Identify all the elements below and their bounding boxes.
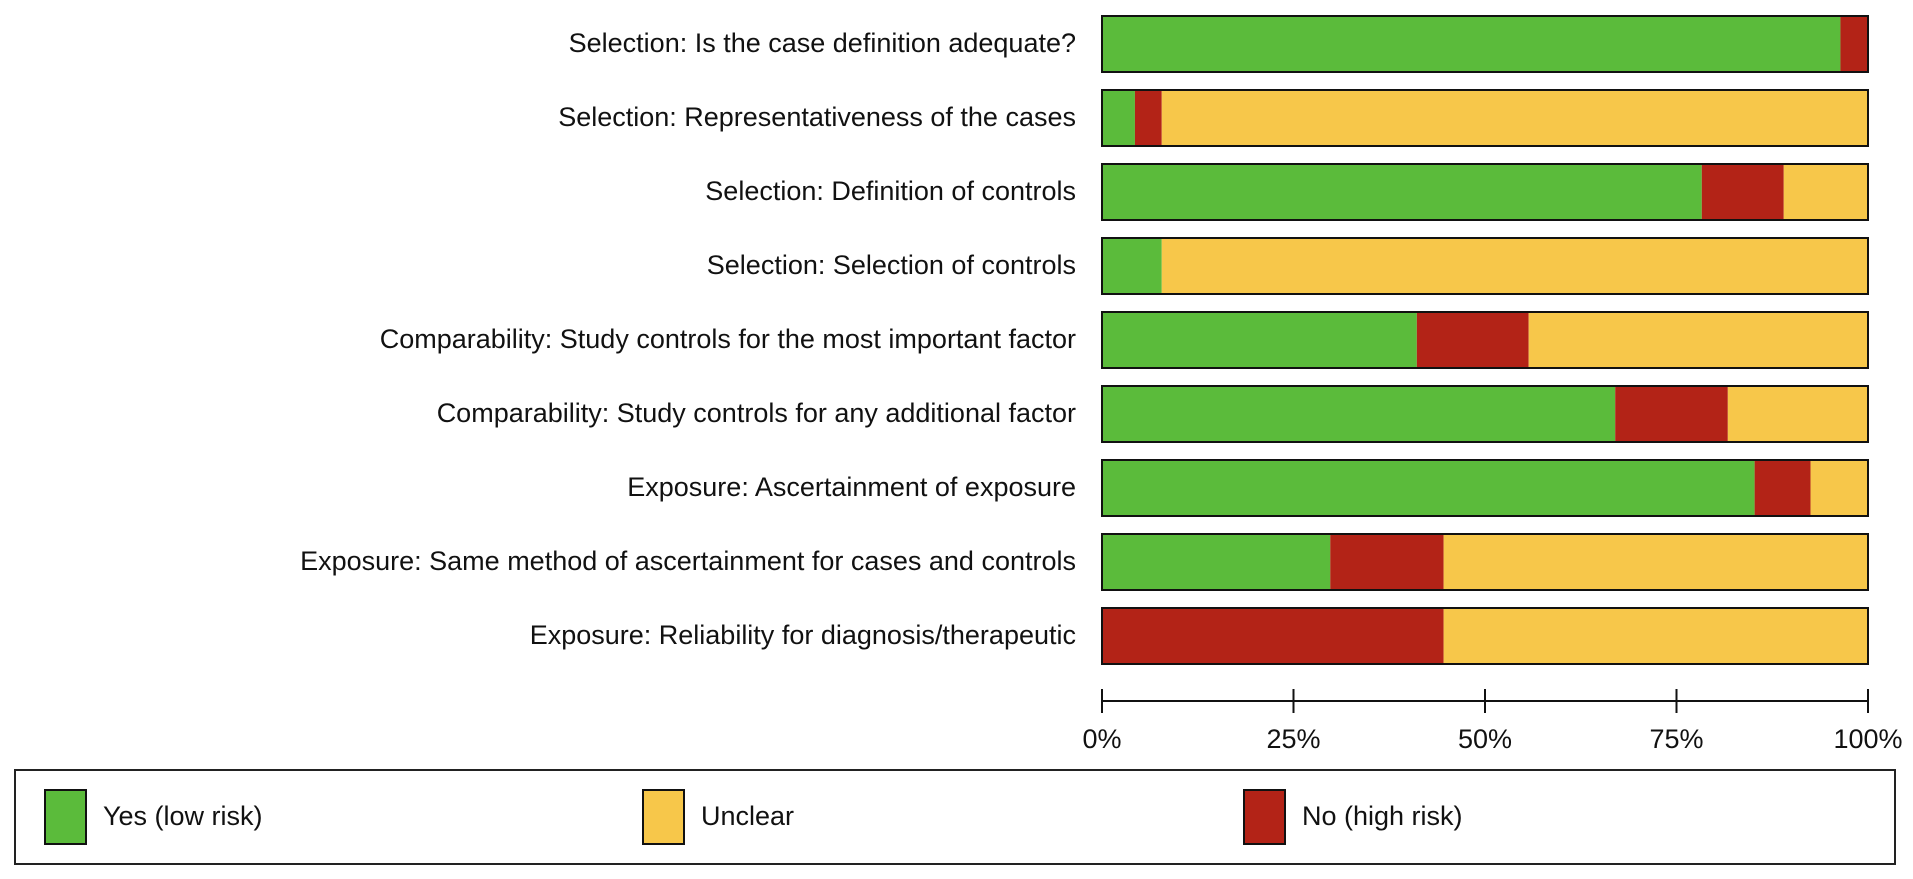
bar-segment: [1528, 312, 1868, 368]
x-tick-label: 100%: [1833, 724, 1902, 754]
bar-outline: [1101, 237, 1869, 295]
bar-segment: [1161, 90, 1868, 146]
legend-label: Unclear: [701, 801, 794, 831]
bar-segment: [1443, 608, 1868, 664]
x-tick-label: 50%: [1458, 724, 1512, 754]
category-label: Selection: Selection of controls: [707, 250, 1076, 280]
category-label: Exposure: Reliability for diagnosis/ther…: [530, 620, 1076, 650]
bar-segment: [1783, 164, 1868, 220]
bar-outline: [1101, 311, 1869, 369]
bar-segment: [1102, 386, 1616, 442]
bar-segment: [1701, 164, 1784, 220]
bar-segment: [1102, 534, 1331, 590]
bar-segment: [1134, 90, 1162, 146]
bar-outline: [1101, 459, 1869, 517]
category-label: Exposure: Same method of ascertainment f…: [300, 546, 1076, 576]
bar-segment: [1102, 460, 1755, 516]
category-label: Selection: Definition of controls: [705, 176, 1076, 206]
bar-outline: [1101, 607, 1869, 665]
bar-segment: [1102, 312, 1417, 368]
category-label: Comparability: Study controls for the mo…: [380, 324, 1076, 354]
x-tick-label: 75%: [1649, 724, 1703, 754]
legend-swatch: [44, 789, 87, 845]
bar-outline: [1101, 533, 1869, 591]
legend-label: Yes (low risk): [103, 801, 263, 831]
bar-segment: [1727, 386, 1868, 442]
bar-segment: [1615, 386, 1728, 442]
x-tick-label: 25%: [1266, 724, 1320, 754]
legend-swatch: [1243, 789, 1286, 845]
legend-box: [14, 769, 1896, 865]
category-label: Exposure: Ascertainment of exposure: [627, 472, 1076, 502]
bar-segment: [1161, 238, 1868, 294]
legend-label: No (high risk): [1302, 801, 1463, 831]
bar-segment: [1330, 534, 1444, 590]
legend-swatch: [642, 789, 685, 845]
bar-segment: [1102, 164, 1702, 220]
bar-segment: [1102, 238, 1162, 294]
bar-segment: [1810, 460, 1868, 516]
bar-outline: [1101, 385, 1869, 443]
bar-segment: [1416, 312, 1529, 368]
bar-segment: [1754, 460, 1811, 516]
category-label: Selection: Is the case definition adequa…: [569, 28, 1076, 58]
bar-segment: [1102, 90, 1135, 146]
bar-segment: [1102, 16, 1841, 72]
category-label: Comparability: Study controls for any ad…: [437, 398, 1076, 428]
bar-segment: [1443, 534, 1868, 590]
category-label: Selection: Representativeness of the cas…: [558, 102, 1076, 132]
bar-segment: [1840, 16, 1868, 72]
bar-segment: [1102, 608, 1444, 664]
bar-outline: [1101, 15, 1869, 73]
x-tick-label: 0%: [1082, 724, 1121, 754]
bar-outline: [1101, 89, 1869, 147]
bar-outline: [1101, 163, 1869, 221]
